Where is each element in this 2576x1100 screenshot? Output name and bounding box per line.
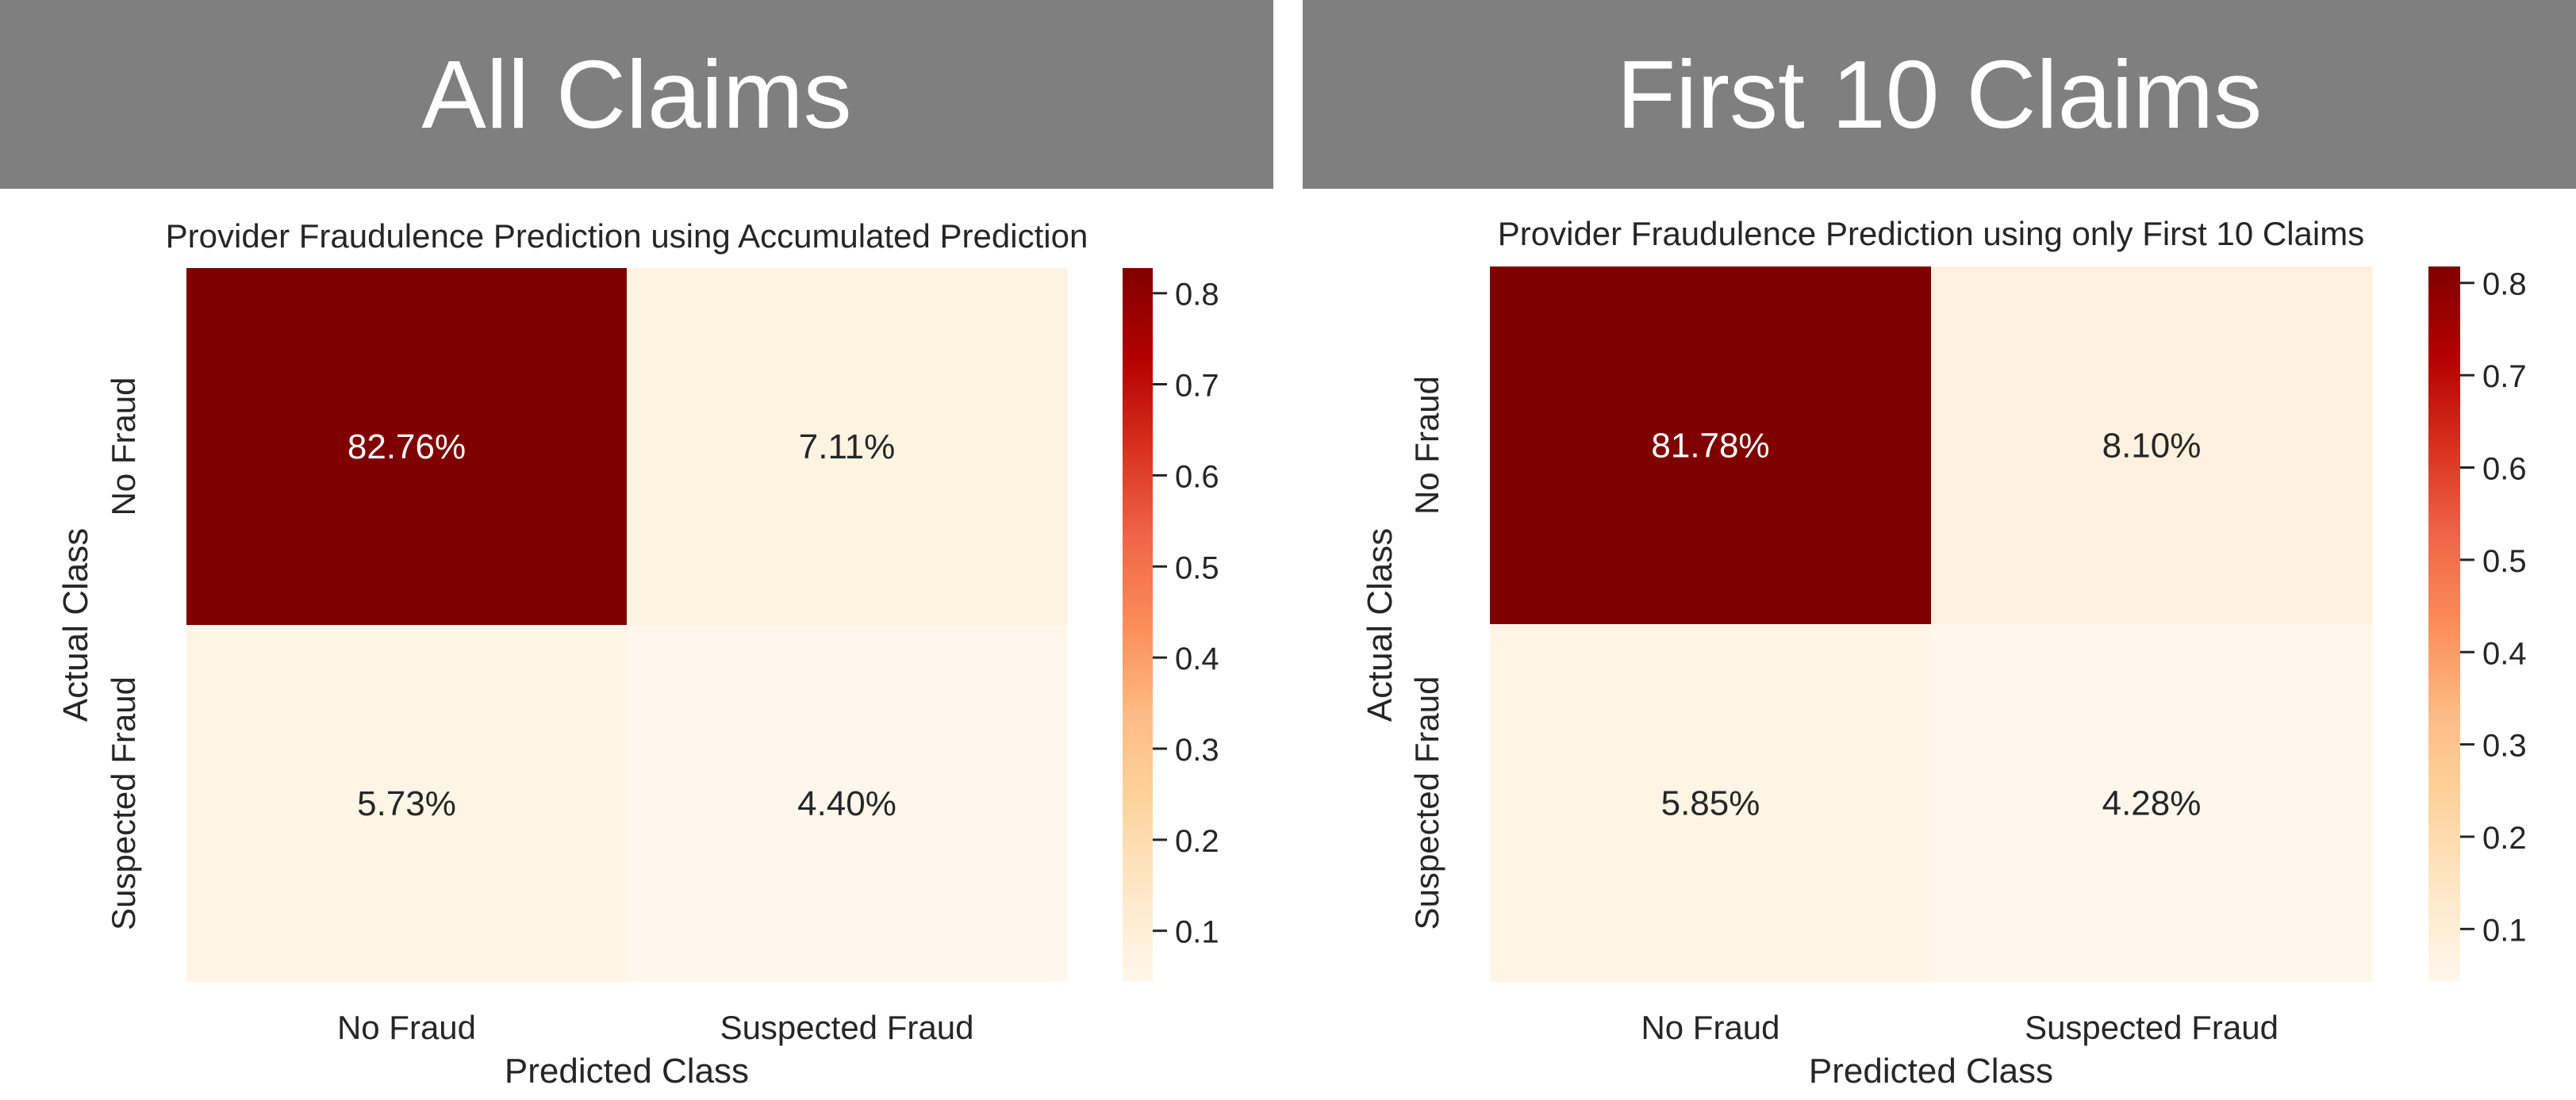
y-tick-label: Suspected Fraud bbox=[105, 676, 142, 930]
confusion-matrix-charts: Provider Fraudulence Prediction using Ac… bbox=[56, 215, 2527, 1090]
y-tick-label: Suspected Fraud bbox=[1408, 676, 1445, 930]
cell-annotation: 7.11% bbox=[799, 427, 896, 466]
x-axis-label: Predicted Class bbox=[505, 1052, 749, 1090]
heatmap-cell bbox=[1490, 624, 1932, 983]
colorbar-tick-label: 0.4 bbox=[1175, 642, 1219, 676]
colorbar-tick-label: 0.5 bbox=[1175, 550, 1219, 585]
cell-annotation: 82.76% bbox=[347, 427, 466, 466]
colorbar bbox=[2428, 266, 2460, 982]
x-tick-label: No Fraud bbox=[1641, 1009, 1779, 1046]
colorbar-tick-label: 0.7 bbox=[1175, 369, 1219, 404]
heatmap-cell bbox=[627, 625, 1068, 983]
colorbar-tick-label: 0.4 bbox=[2482, 636, 2527, 671]
heatmap-cell bbox=[1490, 266, 1932, 625]
heatmap-chart-2: Provider Fraudulence Prediction using on… bbox=[1361, 215, 2527, 1090]
cell-annotation: 4.40% bbox=[797, 784, 896, 823]
x-tick-label: Suspected Fraud bbox=[720, 1009, 974, 1046]
banner-all-claims-label: All Claims bbox=[421, 40, 852, 148]
colorbar-tick-label: 0.2 bbox=[2482, 821, 2527, 856]
colorbar-tick-label: 0.3 bbox=[2482, 729, 2527, 764]
heatmap-cell bbox=[1931, 624, 2373, 983]
x-tick-label: Suspected Fraud bbox=[2025, 1009, 2278, 1046]
cell-annotation: 8.10% bbox=[2102, 427, 2202, 466]
y-tick-label: No Fraud bbox=[1408, 376, 1445, 515]
heatmap-cell bbox=[627, 268, 1068, 626]
y-axis-label: Actual Class bbox=[56, 528, 95, 722]
cell-annotation: 4.28% bbox=[2102, 784, 2202, 823]
colorbar-tick-label: 0.1 bbox=[2482, 913, 2527, 948]
cell-annotation: 81.78% bbox=[1651, 427, 1769, 466]
colorbar-tick-label: 0.1 bbox=[1175, 915, 1219, 950]
banner-all-claims: All Claims bbox=[0, 0, 1273, 189]
x-axis-label: Predicted Class bbox=[1809, 1052, 2053, 1090]
colorbar-tick-label: 0.8 bbox=[1175, 278, 1219, 312]
y-tick-label: No Fraud bbox=[105, 377, 142, 516]
colorbar-tick-label: 0.6 bbox=[1175, 459, 1219, 494]
heatmap-cell bbox=[186, 625, 628, 983]
banner-first-10-claims: First 10 Claims bbox=[1303, 0, 2576, 189]
colorbar-tick-label: 0.7 bbox=[2482, 359, 2527, 394]
colorbar-tick-label: 0.2 bbox=[1175, 824, 1219, 859]
cell-annotation: 5.85% bbox=[1661, 784, 1760, 823]
chart-title: Provider Fraudulence Prediction using Ac… bbox=[166, 217, 1088, 255]
colorbar-tick-label: 0.8 bbox=[2482, 267, 2527, 302]
heatmap-chart-1: Provider Fraudulence Prediction using Ac… bbox=[56, 217, 1219, 1090]
colorbar-tick-label: 0.6 bbox=[2482, 451, 2527, 486]
colorbar-tick-label: 0.5 bbox=[2482, 544, 2527, 579]
x-tick-label: No Fraud bbox=[337, 1009, 476, 1046]
colorbar bbox=[1123, 268, 1153, 982]
y-axis-label: Actual Class bbox=[1361, 528, 1399, 722]
heatmap-cell bbox=[1931, 266, 2373, 625]
chart-title: Provider Fraudulence Prediction using on… bbox=[1498, 215, 2364, 252]
colorbar-tick-label: 0.3 bbox=[1175, 733, 1219, 768]
cell-annotation: 5.73% bbox=[357, 784, 456, 823]
banner-first-10-claims-label: First 10 Claims bbox=[1616, 40, 2263, 148]
heatmap-cell bbox=[186, 268, 628, 626]
